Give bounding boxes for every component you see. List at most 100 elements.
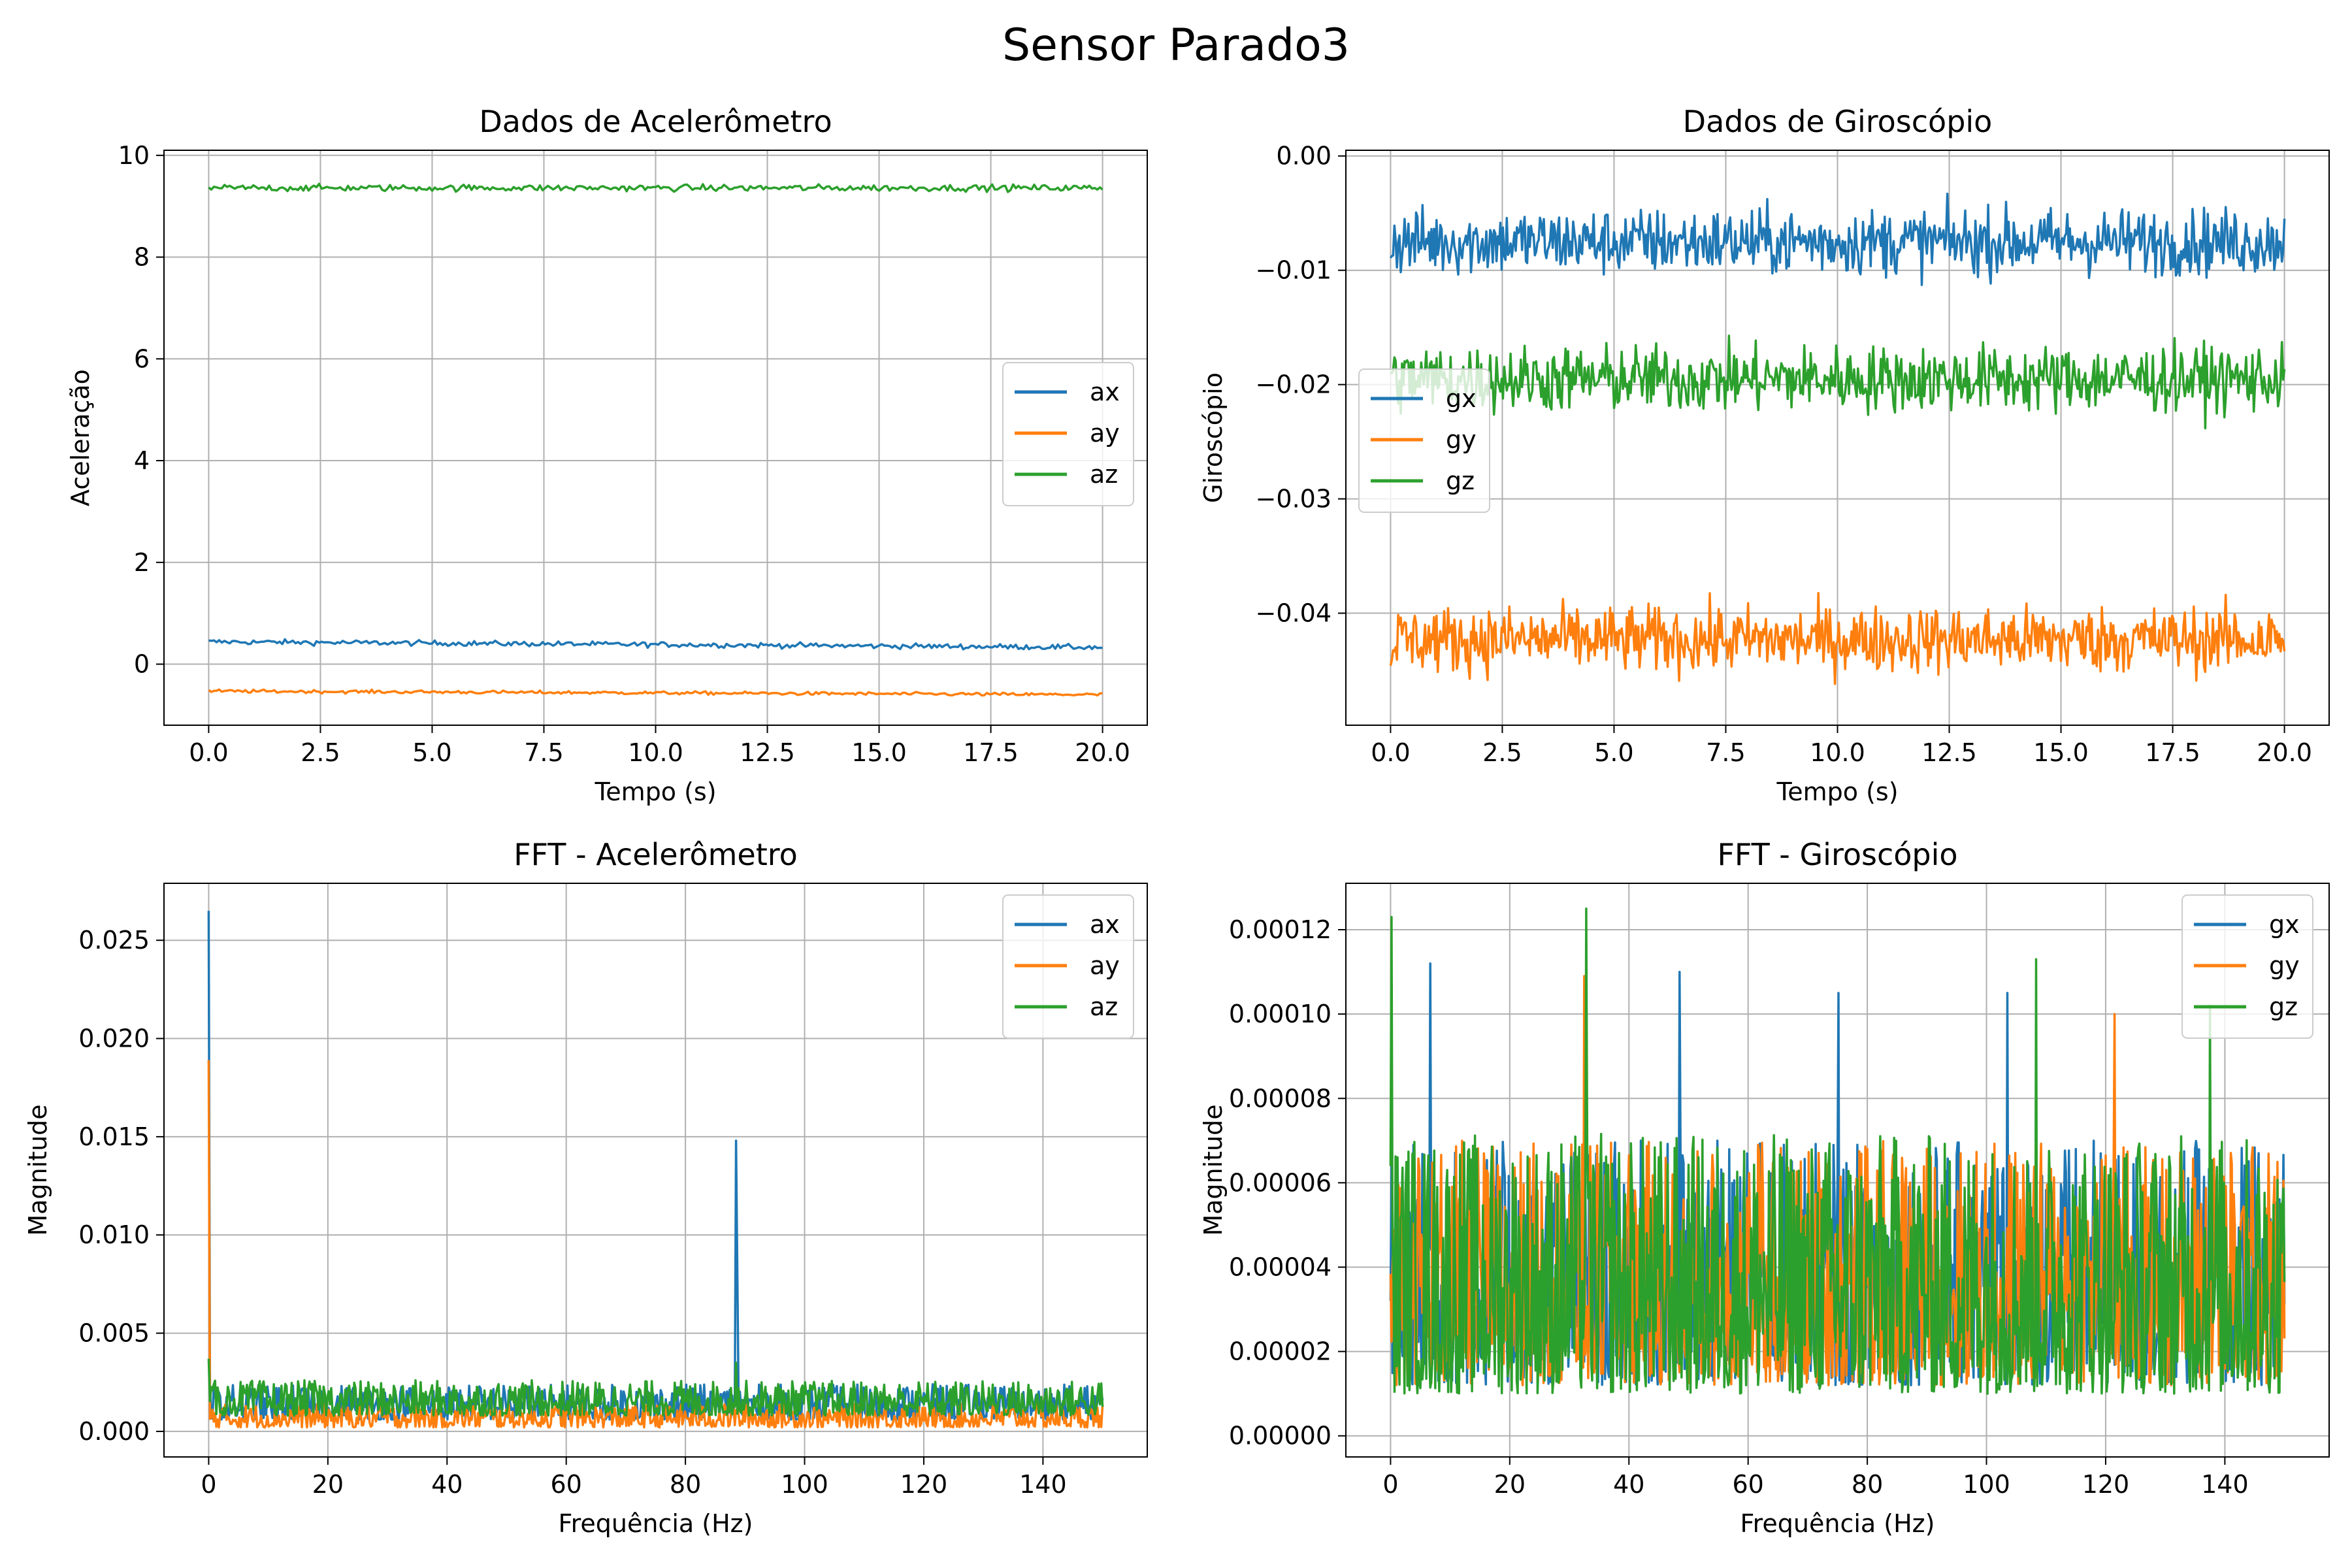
x-tick-label: 60 bbox=[1733, 1470, 1764, 1499]
legend-box bbox=[2181, 894, 2313, 1039]
chart-gyro: 0.0 2.5 5.0 7.5 10.0 12.5 15.0 17.5 20.0 0.00 −0.0… bbox=[1199, 104, 2330, 806]
x-tick-label: 10.0 bbox=[1810, 738, 1865, 767]
chart-fft_gyro: 0 20 40 60 80 100 120 140 0.00000 0.00002 0.00004 0… bbox=[1199, 837, 2330, 1538]
x-tick-label: 40 bbox=[1613, 1470, 1644, 1499]
series-line-ax bbox=[208, 638, 1103, 651]
x-tick-label: 0.0 bbox=[189, 738, 228, 767]
y-axis-label: Giroscópio bbox=[1199, 372, 1228, 503]
plot-area bbox=[208, 182, 1103, 697]
legend: ax ay az bbox=[1002, 362, 1134, 506]
series-line-gz bbox=[1389, 907, 2286, 1395]
legend: ax ay az bbox=[1002, 894, 1134, 1039]
series-line-az bbox=[207, 1358, 1104, 1417]
plot-area bbox=[207, 911, 1104, 1429]
y-tick-label: 0.005 bbox=[78, 1319, 150, 1348]
x-tick-label: 0 bbox=[1382, 1470, 1398, 1499]
y-tick-label: 0 bbox=[134, 650, 150, 679]
x-tick-label: 17.5 bbox=[963, 738, 1019, 767]
legend-label-ax: ax bbox=[1090, 910, 1120, 939]
legend-label-ay: ay bbox=[1090, 951, 1120, 980]
y-tick-label: 6 bbox=[134, 344, 150, 373]
y-tick-label: 8 bbox=[134, 243, 150, 272]
x-axis-label: Frequência (Hz) bbox=[559, 1509, 753, 1538]
x-tick-label: 100 bbox=[1963, 1470, 2010, 1499]
x-tick-label: 7.5 bbox=[524, 738, 563, 767]
y-tick-label: −0.03 bbox=[1256, 485, 1331, 514]
x-tick-label: 60 bbox=[551, 1470, 582, 1499]
plot-area bbox=[1389, 192, 2286, 685]
x-tick-label: 100 bbox=[781, 1470, 828, 1499]
x-axis-label: Tempo (s) bbox=[594, 777, 716, 806]
legend-label-ax: ax bbox=[1090, 378, 1120, 406]
chart-fft_acc: 0 20 40 60 80 100 120 140 0.000 0.005 0.010 0.015 0.… bbox=[24, 837, 1148, 1538]
y-axis-label: Aceleração bbox=[66, 369, 95, 506]
axes-frame bbox=[163, 883, 1148, 1458]
legend-label-gz: gz bbox=[1446, 466, 1475, 495]
y-tick-label: 0.00004 bbox=[1229, 1252, 1331, 1281]
series-line-ay bbox=[208, 688, 1103, 697]
y-tick-label: −0.01 bbox=[1256, 256, 1331, 285]
x-tick-label: 2.5 bbox=[301, 738, 340, 767]
x-tick-label: 40 bbox=[431, 1470, 463, 1499]
series-line-gy bbox=[1389, 591, 2286, 685]
y-tick-label: 4 bbox=[134, 446, 150, 475]
legend-box bbox=[1358, 368, 1490, 513]
x-tick-label: 20.0 bbox=[2257, 738, 2312, 767]
legend-label-gy: gy bbox=[1446, 425, 1477, 454]
y-tick-label: 0.020 bbox=[78, 1024, 150, 1053]
y-tick-label: 0.00006 bbox=[1229, 1168, 1331, 1197]
x-tick-label: 17.5 bbox=[2145, 738, 2200, 767]
legend-label-gz: gz bbox=[2269, 992, 2298, 1021]
x-tick-label: 80 bbox=[1852, 1470, 1883, 1499]
y-tick-label: 0.00008 bbox=[1229, 1084, 1331, 1113]
chart-title: FFT - Acelerômetro bbox=[514, 837, 798, 872]
x-tick-label: 2.5 bbox=[1482, 738, 1522, 767]
x-tick-label: 15.0 bbox=[2033, 738, 2089, 767]
y-tick-label: −0.04 bbox=[1256, 599, 1331, 628]
series-line-ay bbox=[207, 1060, 1104, 1429]
y-axis-label: Magnitude bbox=[24, 1104, 52, 1235]
y-tick-label: 0.010 bbox=[78, 1220, 150, 1249]
y-tick-label: 0.00002 bbox=[1229, 1337, 1331, 1366]
y-tick-label: 0.00000 bbox=[1229, 1422, 1331, 1450]
x-tick-label: 10.0 bbox=[628, 738, 683, 767]
chart-acc: 0.0 2.5 5.0 7.5 10.0 12.5 15.0 17.5 20.0 0 2 4 6 8 10 D… bbox=[66, 104, 1148, 806]
x-tick-label: 20.0 bbox=[1075, 738, 1130, 767]
series-line-az bbox=[208, 182, 1103, 193]
y-tick-label: 0.000 bbox=[78, 1417, 150, 1446]
legend-label-gx: gx bbox=[1446, 384, 1477, 413]
x-tick-label: 15.0 bbox=[851, 738, 907, 767]
x-tick-label: 120 bbox=[900, 1470, 948, 1499]
x-tick-label: 20 bbox=[312, 1470, 344, 1499]
legend: gx gy gz bbox=[2181, 894, 2313, 1039]
legend-label-gy: gy bbox=[2269, 951, 2300, 980]
legend-box bbox=[1002, 362, 1134, 506]
x-tick-label: 5.0 bbox=[1594, 738, 1633, 767]
x-tick-label: 5.0 bbox=[412, 738, 451, 767]
figure-suptitle: Sensor Parado3 bbox=[1002, 20, 1350, 71]
x-tick-label: 80 bbox=[670, 1470, 701, 1499]
y-tick-label: −0.02 bbox=[1256, 370, 1331, 399]
y-tick-label: 0.00012 bbox=[1229, 915, 1331, 944]
x-tick-label: 140 bbox=[1019, 1470, 1067, 1499]
x-axis-label: Tempo (s) bbox=[1776, 777, 1898, 806]
y-tick-label: 0.00 bbox=[1276, 142, 1331, 171]
legend: gx gy gz bbox=[1358, 368, 1490, 513]
x-tick-label: 0 bbox=[201, 1470, 216, 1499]
y-tick-label: 2 bbox=[134, 548, 150, 577]
y-tick-label: 0.015 bbox=[78, 1122, 150, 1151]
axes-frame bbox=[1345, 883, 2330, 1458]
x-tick-label: 120 bbox=[2082, 1470, 2130, 1499]
x-tick-label: 7.5 bbox=[1706, 738, 1745, 767]
chart-title: Dados de Giroscópio bbox=[1683, 104, 1993, 139]
x-tick-label: 140 bbox=[2201, 1470, 2249, 1499]
y-axis-label: Magnitude bbox=[1199, 1104, 1228, 1235]
x-tick-label: 12.5 bbox=[1921, 738, 1977, 767]
series-line-gz bbox=[1390, 335, 2286, 430]
x-tick-label: 12.5 bbox=[740, 738, 795, 767]
legend-label-az: az bbox=[1090, 460, 1118, 489]
chart-title: Dados de Acelerômetro bbox=[479, 104, 832, 139]
series-line-gx bbox=[1389, 192, 2286, 286]
